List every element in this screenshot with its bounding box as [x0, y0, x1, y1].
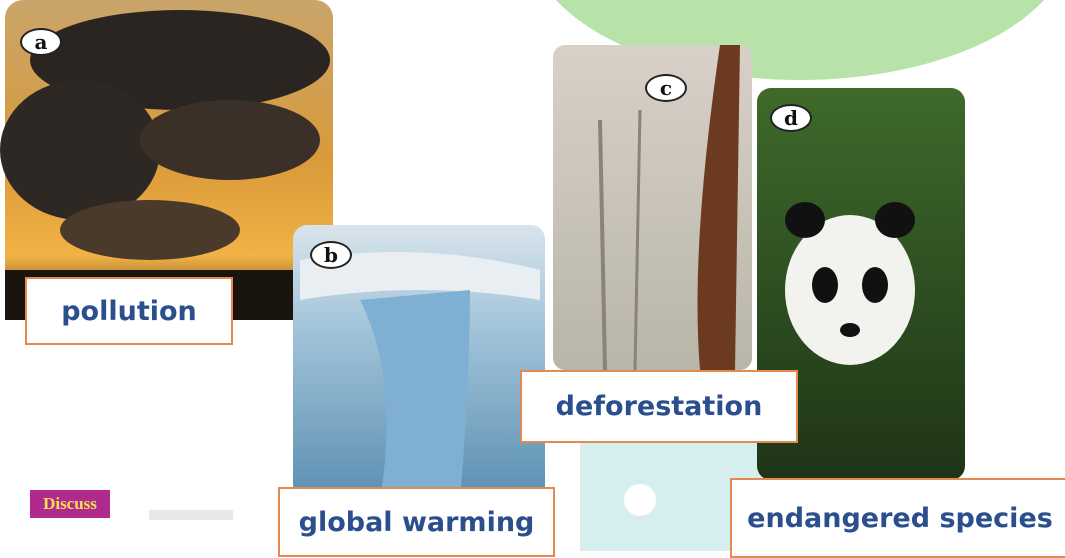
photo-letter: c — [645, 74, 687, 102]
caption: global warming — [278, 487, 555, 557]
caption: deforestation — [520, 370, 798, 443]
photo-letter: d — [770, 104, 812, 132]
caption: pollution — [25, 277, 233, 345]
page: ـــ a b c d pollution global warming def… — [0, 0, 1065, 551]
photo-letter: a — [20, 28, 62, 56]
watermark-dot — [624, 484, 656, 516]
photo-letter: b — [310, 241, 352, 269]
artwork: ـــ — [0, 0, 1065, 551]
discuss-badge: Discuss — [30, 490, 110, 518]
watermark-shape: ـــ — [149, 446, 234, 539]
caption: endangered species — [730, 478, 1065, 558]
